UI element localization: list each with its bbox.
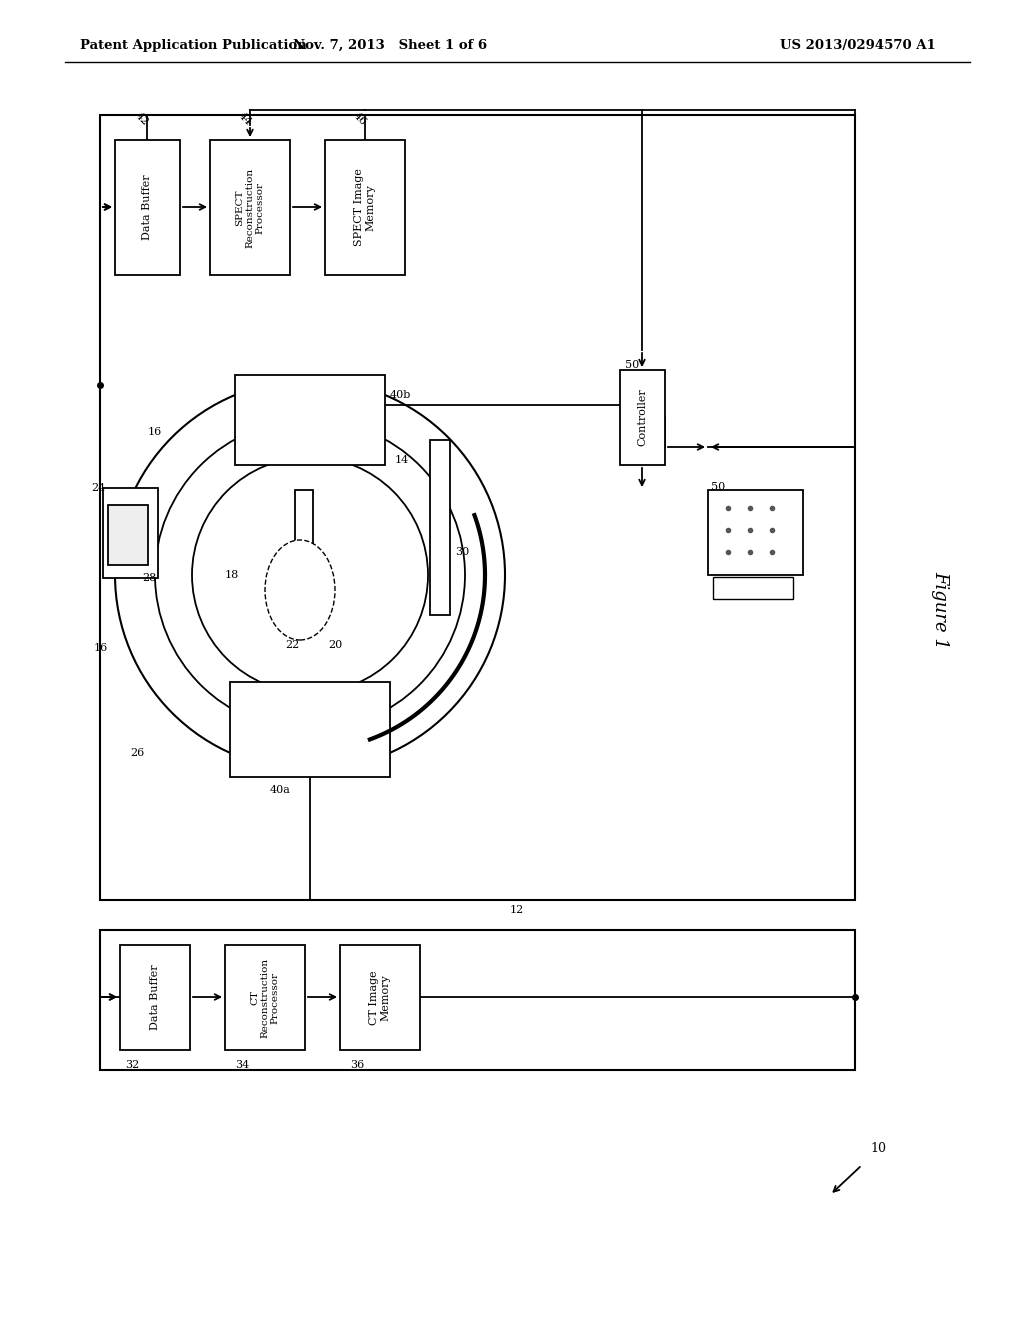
Text: 30: 30 bbox=[455, 546, 469, 557]
Text: 42: 42 bbox=[133, 110, 151, 127]
Text: Patent Application Publication: Patent Application Publication bbox=[80, 40, 307, 51]
Bar bbox=[225, 945, 305, 1049]
Text: Data Buffer: Data Buffer bbox=[150, 965, 160, 1031]
Bar bbox=[430, 440, 450, 615]
Circle shape bbox=[155, 420, 465, 730]
Text: US 2013/0294570 A1: US 2013/0294570 A1 bbox=[780, 40, 936, 51]
Bar bbox=[120, 945, 190, 1049]
Text: 26: 26 bbox=[130, 748, 144, 758]
Text: 32: 32 bbox=[125, 1060, 139, 1071]
Text: 12: 12 bbox=[510, 906, 524, 915]
Bar bbox=[230, 682, 390, 777]
Bar bbox=[713, 577, 793, 599]
Bar bbox=[234, 375, 385, 465]
Text: 44: 44 bbox=[237, 110, 254, 127]
Bar bbox=[325, 140, 406, 275]
Bar bbox=[115, 140, 180, 275]
Text: SPECT Image
Memory: SPECT Image Memory bbox=[354, 169, 376, 247]
Text: 24: 24 bbox=[91, 483, 105, 492]
Ellipse shape bbox=[265, 540, 335, 640]
Bar bbox=[210, 140, 290, 275]
Bar bbox=[620, 370, 665, 465]
Text: 10: 10 bbox=[870, 1142, 886, 1155]
Bar bbox=[103, 488, 158, 578]
Text: 36: 36 bbox=[350, 1060, 365, 1071]
Text: 34: 34 bbox=[234, 1060, 249, 1071]
Text: CT Image
Memory: CT Image Memory bbox=[370, 970, 391, 1024]
Text: 40a: 40a bbox=[270, 785, 291, 795]
Bar bbox=[100, 115, 855, 900]
Text: 18: 18 bbox=[225, 570, 240, 579]
Text: Figure 1: Figure 1 bbox=[931, 572, 949, 649]
Text: 16: 16 bbox=[148, 426, 162, 437]
Text: 46: 46 bbox=[351, 110, 369, 127]
Text: 50: 50 bbox=[711, 482, 725, 492]
Text: Data Buffer: Data Buffer bbox=[142, 174, 153, 240]
Bar bbox=[708, 490, 803, 576]
Bar bbox=[108, 506, 148, 565]
Text: 40b: 40b bbox=[390, 389, 412, 400]
Text: 28: 28 bbox=[142, 573, 157, 583]
Text: CT
Reconstruction
Processor: CT Reconstruction Processor bbox=[250, 957, 280, 1038]
Text: SPECT
Reconstruction
Processor: SPECT Reconstruction Processor bbox=[236, 168, 265, 248]
Bar bbox=[100, 931, 855, 1071]
Bar bbox=[295, 490, 313, 635]
Text: Nov. 7, 2013   Sheet 1 of 6: Nov. 7, 2013 Sheet 1 of 6 bbox=[293, 40, 487, 51]
Text: 14: 14 bbox=[395, 455, 410, 465]
Text: 22: 22 bbox=[285, 640, 299, 649]
Text: Controller: Controller bbox=[638, 388, 647, 446]
Circle shape bbox=[115, 380, 505, 770]
Text: 16: 16 bbox=[94, 643, 109, 653]
Text: 50: 50 bbox=[625, 360, 639, 370]
Circle shape bbox=[193, 457, 428, 693]
Text: 20: 20 bbox=[328, 640, 342, 649]
Bar bbox=[340, 945, 420, 1049]
